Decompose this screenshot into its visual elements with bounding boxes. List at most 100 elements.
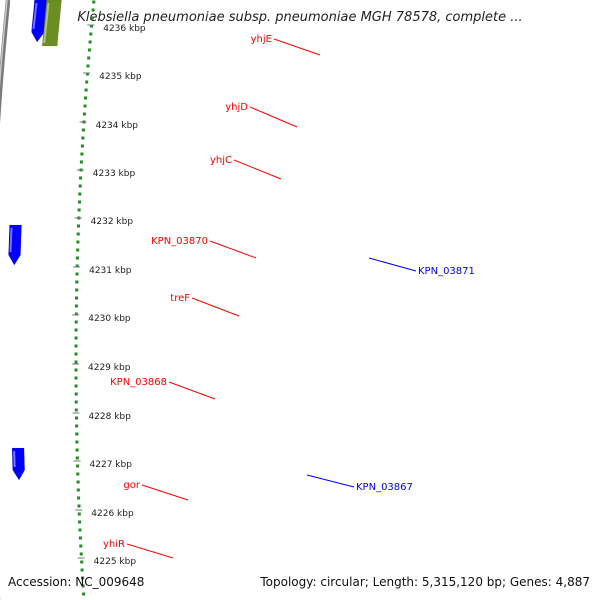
outer-dotted-track: [91, 8, 95, 12]
tick-label: 4228 kbp: [88, 412, 131, 422]
outer-dotted-track: [74, 328, 78, 332]
outer-dotted-track: [75, 416, 78, 420]
outer-dotted-track: [74, 312, 78, 316]
outer-dotted-track: [79, 176, 83, 180]
outer-dotted-track: [79, 552, 83, 556]
outer-dotted-track: [75, 264, 79, 268]
leader-line: [191, 297, 240, 317]
outer-dotted-track: [90, 24, 93, 28]
gene-top-blue-arrow-shade: [32, 2, 38, 30]
outer-dotted-track: [82, 112, 86, 116]
outer-dotted-track: [88, 40, 92, 44]
accession-text: Accession: NC_009648: [8, 575, 145, 589]
outer-dotted-track: [80, 568, 84, 572]
outer-dotted-track: [78, 528, 82, 532]
outer-dotted-track: [92, 0, 96, 4]
tick-label: 4227 kbp: [90, 460, 133, 470]
tick-label: 4229 kbp: [88, 363, 131, 373]
gene-label-KPN_03867: KPN_03867: [356, 482, 413, 493]
tick-label: 4235 kbp: [99, 72, 142, 82]
tick-label: 4230 kbp: [88, 314, 131, 324]
gene-label-treF: treF: [170, 293, 190, 304]
gene-label-yhjC: yhjC: [210, 155, 232, 166]
outer-dotted-track: [78, 520, 82, 524]
outer-dotted-track: [75, 432, 79, 436]
gene-label-yhjE: yhjE: [251, 34, 272, 45]
leader-line: [126, 543, 174, 559]
outer-dotted-track: [76, 240, 80, 244]
gene-KPN_03871-arrow-shade: [9, 227, 13, 253]
outer-dotted-track: [76, 472, 80, 476]
outer-dotted-track: [76, 248, 80, 252]
gene-label-gor: gor: [123, 480, 140, 491]
outer-dotted-track: [74, 368, 78, 372]
outer-dotted-track: [80, 144, 84, 148]
gene-KPN_03871-arrow: [8, 224, 22, 266]
outer-dotted-track: [75, 456, 79, 460]
outer-dotted-track: [80, 152, 84, 156]
outer-dotted-track: [75, 296, 78, 300]
dotted-tracks: [74, 0, 96, 596]
outer-dotted-track: [87, 56, 91, 60]
outer-dotted-track: [76, 464, 80, 468]
leader-line: [233, 159, 282, 180]
gene-KPN_03867-arrow: [11, 447, 26, 481]
outer-dotted-track: [78, 200, 81, 204]
outer-dotted-track: [79, 160, 83, 164]
outer-dotted-track: [78, 192, 82, 196]
outer-dotted-track: [74, 376, 78, 380]
outer-dotted-track: [82, 592, 86, 596]
outer-dotted-track: [75, 280, 79, 284]
outer-dotted-track: [87, 48, 91, 52]
outer-dotted-track: [81, 136, 85, 140]
outer-dotted-track: [74, 384, 78, 388]
gene-KPN_03867-arrow-shade: [13, 450, 16, 468]
gene-label-yhjD: yhjD: [225, 102, 248, 113]
outer-dotted-track: [74, 360, 78, 364]
leader-line: [306, 474, 355, 488]
leader-line: [209, 240, 257, 259]
gene-top-olive-block: [41, 0, 62, 47]
outer-dotted-track: [75, 288, 79, 292]
outer-dotted-track: [74, 392, 78, 396]
tick-label: 4231 kbp: [89, 266, 132, 276]
gene-label-KPN_03868: KPN_03868: [110, 377, 167, 388]
outer-dotted-track: [75, 256, 79, 260]
outer-dotted-track: [76, 480, 80, 484]
outer-dotted-track: [74, 400, 78, 404]
tick-label: 4232 kbp: [91, 217, 134, 227]
outer-dotted-track: [81, 576, 85, 580]
outer-dotted-track: [74, 344, 78, 348]
tick-layer: 4225 kbp 4226 kbp 4227 kbp 4228 kbp 4229 kbp…: [72, 24, 146, 567]
outer-dotted-track: [79, 544, 83, 548]
outer-dotted-track: [84, 96, 87, 100]
feature-layer: [8, 0, 62, 481]
gene-top-olive-block-shade: [43, 2, 50, 44]
tick-label: 4226 kbp: [91, 509, 134, 519]
outer-dotted-track: [75, 424, 79, 428]
backbone-layer: [0, 0, 11, 600]
outer-dotted-track: [76, 232, 80, 236]
outer-dotted-track: [78, 536, 82, 540]
leader-line: [141, 484, 189, 501]
tick-label: 4225 kbp: [94, 557, 137, 567]
gene-label-KPN_03870: KPN_03870: [151, 236, 208, 247]
leader-line: [368, 257, 417, 272]
outer-dotted-track: [77, 496, 81, 500]
outer-dotted-track: [83, 104, 87, 108]
outer-dotted-track: [74, 320, 78, 324]
gene-label-yhiR: yhiR: [103, 539, 125, 550]
outer-dotted-track: [77, 512, 81, 516]
outer-dotted-track: [77, 208, 81, 212]
outer-dotted-track: [74, 336, 78, 340]
outer-dotted-track: [75, 272, 79, 276]
map-title: Klebsiella pneumoniae subsp. pneumoniae …: [77, 10, 523, 25]
outer-dotted-track: [76, 488, 80, 492]
outer-dotted-track: [77, 224, 80, 228]
outer-dotted-track: [89, 32, 93, 36]
outer-dotted-track: [81, 128, 85, 132]
outer-dotted-track: [80, 560, 84, 564]
outer-dotted-track: [86, 64, 90, 68]
